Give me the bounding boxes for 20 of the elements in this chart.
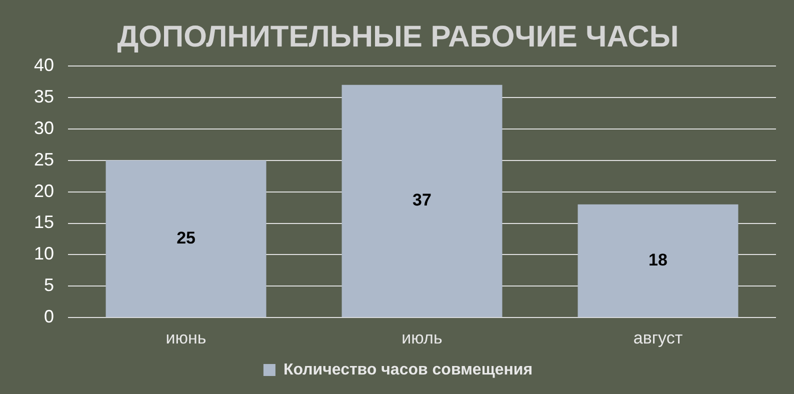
chart-title: ДОПОЛНИТЕЛЬНЫЕ РАБОЧИЕ ЧАСЫ bbox=[117, 20, 679, 54]
bar bbox=[578, 204, 738, 318]
y-tick-label: 40 bbox=[34, 54, 54, 75]
y-tick-label: 30 bbox=[34, 118, 54, 138]
data-label: 25 bbox=[176, 228, 196, 248]
y-tick-label: 10 bbox=[34, 244, 54, 264]
x-tick-label: июль bbox=[402, 328, 442, 348]
x-tick-label: июнь bbox=[166, 328, 206, 348]
y-tick-label: 25 bbox=[34, 149, 54, 170]
y-tick-label: 15 bbox=[34, 212, 54, 232]
y-tick-label: 5 bbox=[44, 275, 54, 296]
y-tick-label: 0 bbox=[44, 306, 54, 327]
bar bbox=[342, 84, 502, 318]
x-tick-label: август bbox=[633, 328, 683, 348]
y-tick-label: 20 bbox=[34, 180, 54, 201]
y-tick-label: 35 bbox=[34, 86, 54, 106]
data-label: 37 bbox=[412, 190, 432, 210]
legend-label: Количество часов совмещения bbox=[283, 361, 533, 378]
data-label: 18 bbox=[648, 250, 668, 270]
bar bbox=[106, 160, 266, 318]
